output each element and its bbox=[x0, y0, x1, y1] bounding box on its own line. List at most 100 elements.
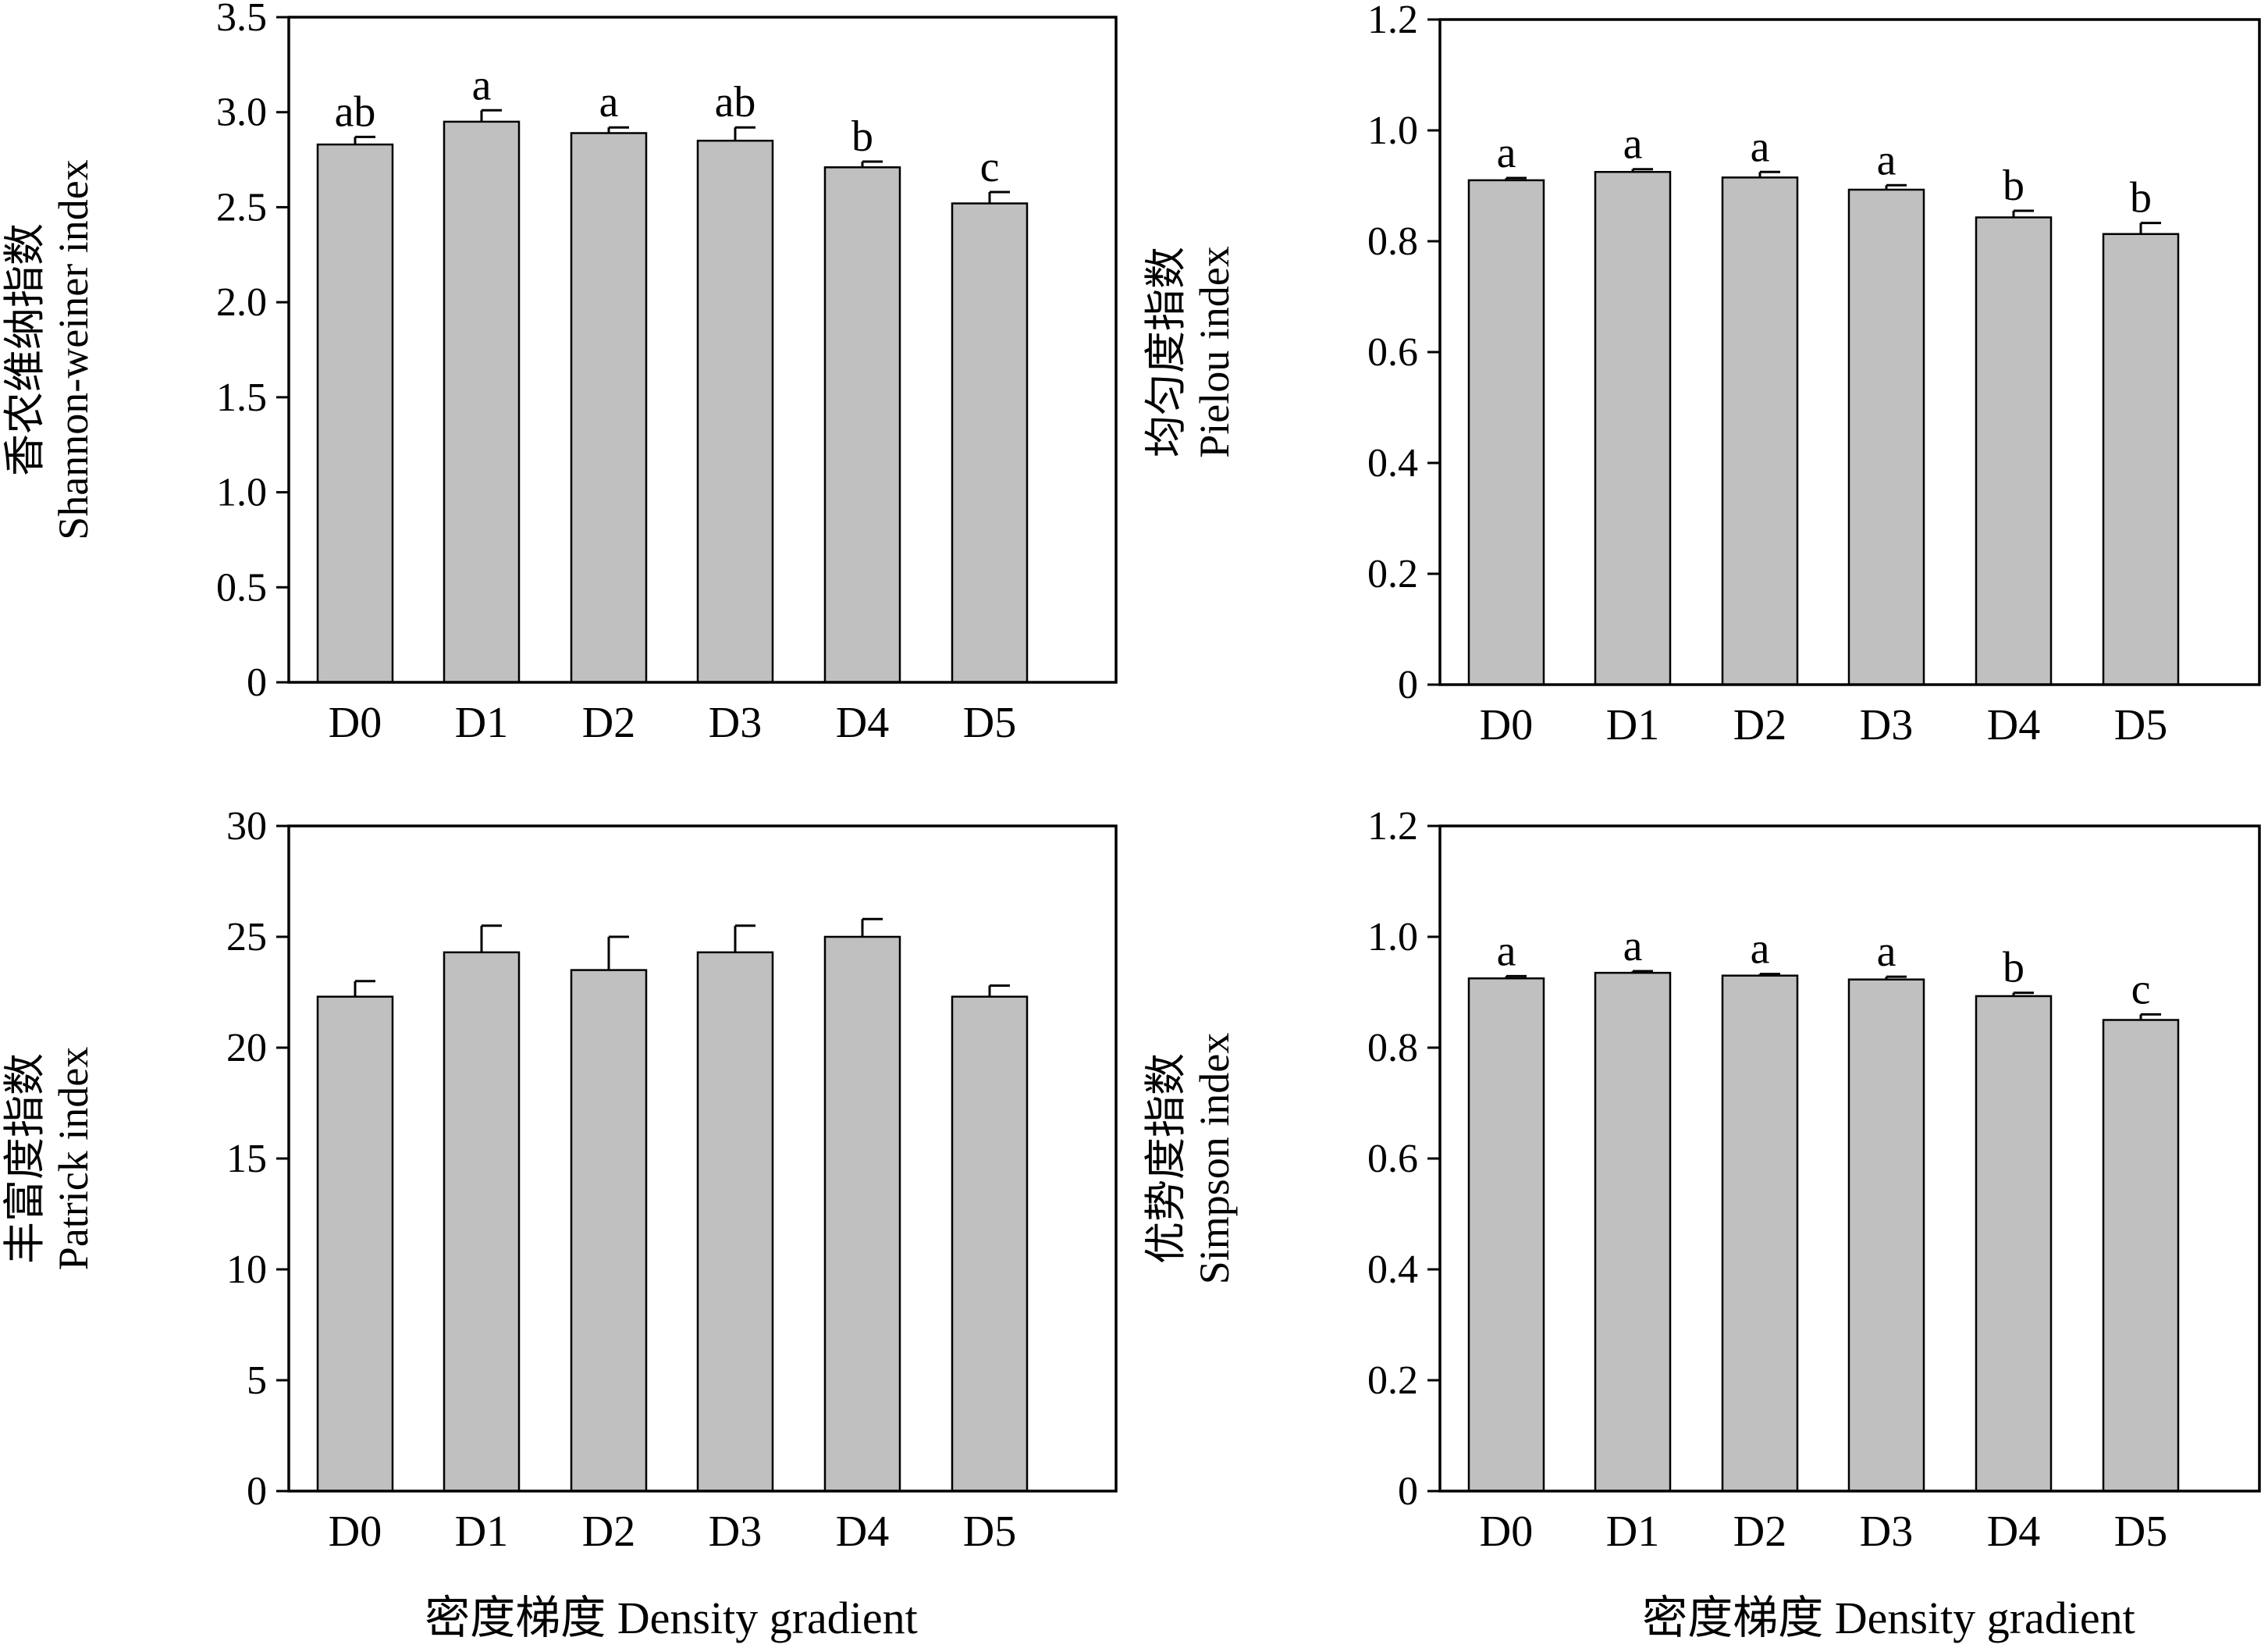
y-tick-label: 0.4 bbox=[1367, 441, 1418, 486]
bar-d1 bbox=[1594, 171, 1672, 686]
x-tick-label-d1: D1 bbox=[1606, 701, 1659, 749]
significance-label-d2: a bbox=[1751, 925, 1770, 973]
y-axis-label-chinese: 均匀度指数 bbox=[1143, 247, 1189, 457]
y-axis-label-english: Simpson index bbox=[1191, 1033, 1238, 1285]
bar-d5 bbox=[951, 202, 1029, 684]
y-tick-label: 0.4 bbox=[1367, 1248, 1418, 1292]
x-tick-label-d1: D1 bbox=[455, 1507, 508, 1556]
significance-label-d2: a bbox=[599, 78, 619, 126]
bar-d3 bbox=[696, 139, 774, 684]
y-tick-label: 0 bbox=[1398, 663, 1418, 707]
chart-panel-4: a D0 a D1 a D2 a D3 b D4 c D5 0 0.2 0.4 0.6 0.8 1.0 1.2 优势度… bbox=[1143, 804, 2261, 1556]
x-tick-label-d1: D1 bbox=[1606, 1507, 1659, 1556]
bar-d2 bbox=[1721, 974, 1799, 1493]
bar-d4 bbox=[1975, 995, 2053, 1493]
x-tick-label-d2: D2 bbox=[582, 1507, 635, 1556]
y-tick-label: 1.2 bbox=[1367, 804, 1418, 849]
x-tick-label-d4: D4 bbox=[836, 1507, 889, 1556]
bar-d0 bbox=[1467, 179, 1545, 686]
y-tick-label: 0 bbox=[247, 1469, 267, 1514]
bar-d3 bbox=[1847, 978, 1925, 1493]
y-tick-label: 1.2 bbox=[1367, 0, 1418, 42]
significance-label-d3: ab bbox=[715, 78, 756, 126]
significance-label-d4: b bbox=[2003, 944, 2024, 992]
x-tick-label-d4: D4 bbox=[1987, 1507, 2040, 1556]
x-tick-label-d0: D0 bbox=[1480, 1507, 1533, 1556]
x-tick-label-d3: D3 bbox=[1860, 701, 1913, 749]
y-tick-label: 3.5 bbox=[216, 0, 267, 40]
y-axis-label-chinese: 香农维纳指数 bbox=[2, 223, 48, 476]
chart-panel-2: a D0 a D1 a D2 a D3 b D4 b D5 0 0.2 0.4 0.6 0.8 1.0 1.2 均匀度… bbox=[1143, 0, 2261, 749]
x-tick-label-d2: D2 bbox=[582, 699, 635, 747]
x-tick-label-d5: D5 bbox=[963, 699, 1016, 747]
significance-label-d5: c bbox=[2131, 965, 2151, 1013]
y-tick-label: 0.2 bbox=[1367, 1358, 1418, 1403]
significance-label-d3: a bbox=[1877, 136, 1897, 184]
significance-label-d0: a bbox=[1497, 927, 1516, 975]
bar-d2 bbox=[1721, 176, 1799, 686]
x-axis-label-left: 密度梯度 Density gradient bbox=[425, 1593, 917, 1643]
y-tick-label: 0.8 bbox=[1367, 1026, 1418, 1070]
x-tick-label-d5: D5 bbox=[2114, 701, 2167, 749]
y-tick-label: 0.6 bbox=[1367, 1137, 1418, 1181]
significance-label-d1: a bbox=[1623, 922, 1643, 970]
y-tick-label: 1.5 bbox=[216, 376, 267, 420]
x-tick-label-d2: D2 bbox=[1733, 701, 1786, 749]
plot-frame bbox=[287, 16, 1118, 684]
y-tick-label: 10 bbox=[226, 1248, 267, 1292]
y-tick-label: 3.0 bbox=[216, 91, 267, 135]
chart-panel-3: D0 D1 D2 D3 D4 D5 0 5 10 15 20 25 30 丰富度指数 Patrick ind… bbox=[2, 804, 1118, 1556]
y-tick-label: 20 bbox=[226, 1026, 267, 1070]
bar-d2 bbox=[570, 969, 648, 1493]
bar-d4 bbox=[823, 166, 901, 684]
bar-d3 bbox=[696, 951, 774, 1493]
y-tick-label: 0 bbox=[1398, 1469, 1418, 1514]
y-tick-label: 0.2 bbox=[1367, 552, 1418, 596]
y-tick-label: 15 bbox=[226, 1137, 267, 1181]
x-tick-label-d1: D1 bbox=[455, 699, 508, 747]
y-tick-label: 0.5 bbox=[216, 565, 267, 610]
bar-d0 bbox=[316, 143, 394, 684]
y-axis-label-english: Patrick index bbox=[50, 1047, 97, 1270]
x-tick-label-d0: D0 bbox=[1480, 701, 1533, 749]
bar-d1 bbox=[1594, 971, 1672, 1493]
y-tick-label: 0.8 bbox=[1367, 219, 1418, 264]
significance-label-d2: a bbox=[1751, 123, 1770, 171]
x-tick-label-d5: D5 bbox=[2114, 1507, 2167, 1556]
significance-label-d0: ab bbox=[335, 87, 376, 136]
y-axis-label-english: Pielou index bbox=[1191, 246, 1238, 457]
y-axis-label-chinese: 优势度指数 bbox=[1143, 1053, 1189, 1264]
bar-d2 bbox=[570, 132, 648, 684]
bar-d4 bbox=[823, 935, 901, 1493]
y-tick-label: 25 bbox=[226, 915, 267, 959]
bar-d5 bbox=[951, 995, 1029, 1493]
significance-label-d5: c bbox=[980, 143, 1000, 191]
significance-label-d1: a bbox=[472, 61, 492, 109]
x-tick-label-d4: D4 bbox=[1987, 701, 2040, 749]
significance-label-d4: b bbox=[851, 112, 873, 161]
bar-d5 bbox=[2102, 1019, 2180, 1493]
bar-d1 bbox=[443, 120, 521, 684]
bar-d4 bbox=[1975, 216, 2053, 686]
significance-label-d0: a bbox=[1497, 129, 1516, 177]
y-tick-label: 0.6 bbox=[1367, 330, 1418, 375]
x-tick-label-d0: D0 bbox=[329, 1507, 382, 1556]
y-tick-label: 1.0 bbox=[1367, 109, 1418, 153]
bar-d0 bbox=[316, 995, 394, 1493]
bar-d3 bbox=[1847, 188, 1925, 686]
x-tick-label-d2: D2 bbox=[1733, 1507, 1786, 1556]
x-tick-label-d0: D0 bbox=[329, 699, 382, 747]
significance-label-d4: b bbox=[2003, 162, 2024, 210]
y-tick-label: 1.0 bbox=[216, 471, 267, 515]
y-tick-label: 2.0 bbox=[216, 280, 267, 325]
significance-label-d5: b bbox=[2130, 174, 2152, 222]
x-tick-label-d3: D3 bbox=[709, 699, 762, 747]
x-tick-label-d3: D3 bbox=[709, 1507, 762, 1556]
x-tick-label-d3: D3 bbox=[1860, 1507, 1913, 1556]
x-tick-label-d5: D5 bbox=[963, 1507, 1016, 1556]
y-tick-label: 5 bbox=[247, 1358, 267, 1403]
y-axis-label-english: Shannon-weiner index bbox=[50, 159, 97, 539]
significance-label-d3: a bbox=[1877, 927, 1897, 976]
bar-d5 bbox=[2102, 233, 2180, 686]
bar-d0 bbox=[1467, 977, 1545, 1493]
